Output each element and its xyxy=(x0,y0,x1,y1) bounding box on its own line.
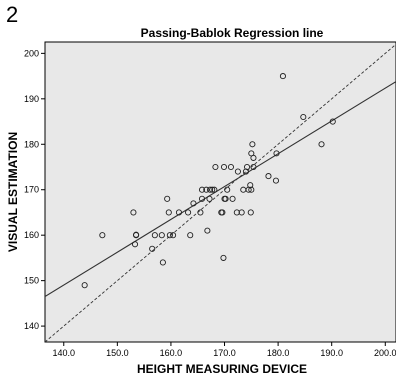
y-tick-label: 140 xyxy=(24,321,39,331)
y-tick-label: 180 xyxy=(24,139,39,149)
x-tick-label: 180.0 xyxy=(267,348,290,358)
x-tick-label: 170.0 xyxy=(213,348,236,358)
x-tick-label: 190.0 xyxy=(320,348,343,358)
y-axis-label: VISUAL ESTIMATION xyxy=(6,132,20,252)
x-tick-label: 140.0 xyxy=(52,348,75,358)
plot-area xyxy=(45,42,396,342)
y-tick-label: 200 xyxy=(24,48,39,58)
chart-title: Passing-Bablok Regression line xyxy=(141,26,324,40)
x-tick-label: 200.0 xyxy=(374,348,396,358)
y-tick-label: 150 xyxy=(24,276,39,286)
x-axis-ticks: 140.0 150.0 160.0 170.0 180.0 190.0 200.0 xyxy=(52,342,396,358)
x-axis-label: HEIGHT MEASURING DEVICE xyxy=(137,362,307,376)
y-axis-ticks: 140 150 160 170 180 190 200 xyxy=(24,48,45,331)
y-tick-label: 160 xyxy=(24,230,39,240)
y-tick-label: 170 xyxy=(24,185,39,195)
x-tick-label: 150.0 xyxy=(106,348,129,358)
x-tick-label: 160.0 xyxy=(160,348,183,358)
y-tick-label: 190 xyxy=(24,94,39,104)
